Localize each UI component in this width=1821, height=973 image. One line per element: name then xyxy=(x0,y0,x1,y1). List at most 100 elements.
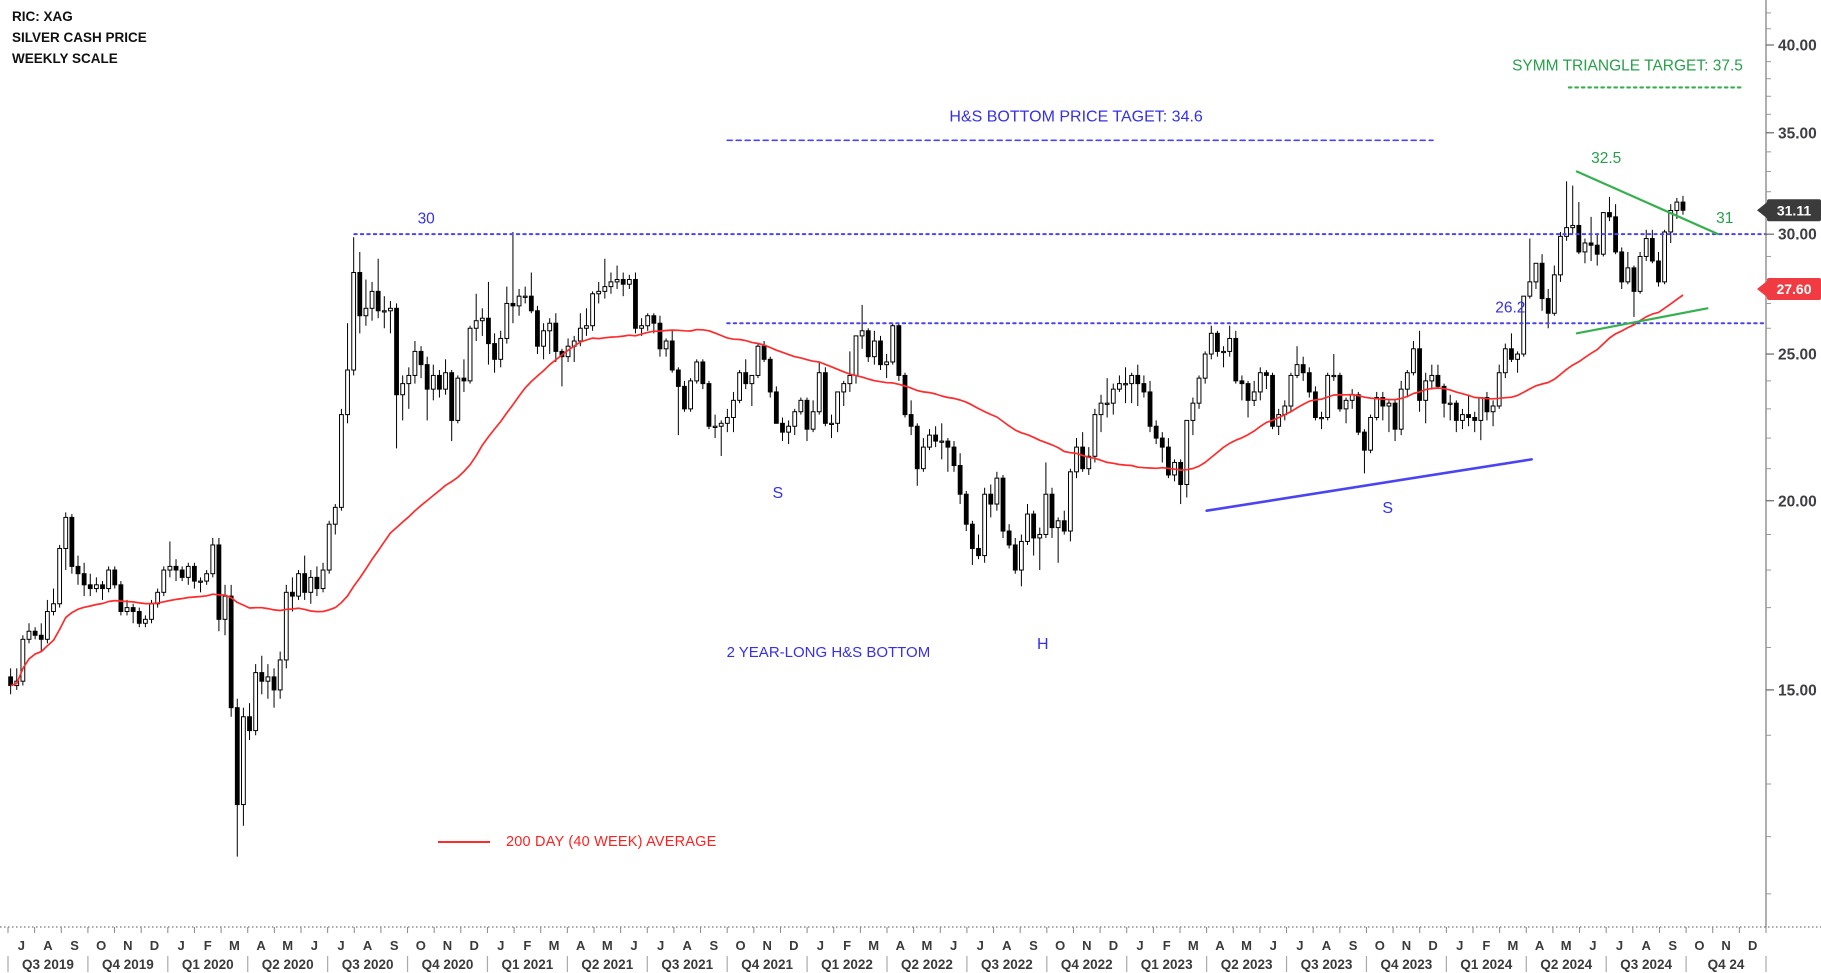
candle-down xyxy=(553,322,559,352)
x-axis-month-label: D xyxy=(1748,938,1757,953)
x-axis-month-label: S xyxy=(1029,938,1038,953)
candle-up xyxy=(737,372,742,401)
x-axis-month-label: O xyxy=(1694,938,1704,953)
candle-down xyxy=(878,340,883,366)
ma-value-badge xyxy=(1767,277,1821,300)
candle-down xyxy=(216,544,222,620)
candle-up xyxy=(577,327,583,342)
candle-down xyxy=(461,377,467,382)
candle-up xyxy=(614,279,620,283)
candle-up xyxy=(755,345,761,376)
x-axis-month-label: N xyxy=(123,938,132,953)
candle-up xyxy=(602,286,608,292)
x-axis-month-label: D xyxy=(469,938,478,953)
candle-up xyxy=(1398,388,1404,430)
candle-down xyxy=(657,322,663,350)
candle-down xyxy=(1239,380,1245,385)
neckline xyxy=(1205,458,1533,512)
candle-up xyxy=(835,391,841,424)
candle-up xyxy=(26,630,32,640)
candle-up xyxy=(596,290,602,295)
x-axis-month-label: M xyxy=(922,938,933,953)
x-axis-month-label: M xyxy=(602,938,613,953)
x-axis-quarter-label: Q3 2019 xyxy=(22,957,74,972)
candle-up xyxy=(1294,364,1300,376)
candle-up xyxy=(516,295,522,307)
chart-timeframe: WEEKLY SCALE xyxy=(12,51,118,66)
ma-value-badge-arrow xyxy=(1757,280,1767,297)
candle-down xyxy=(945,440,951,448)
y-axis-label: 30.00 xyxy=(1778,227,1817,244)
candle-up xyxy=(198,580,203,583)
x-axis-month-label: J xyxy=(1589,938,1596,953)
candle-down xyxy=(1594,244,1600,255)
y-axis-label: 15.00 xyxy=(1778,682,1817,699)
candle-up xyxy=(1570,224,1576,229)
candle-down xyxy=(1012,544,1018,571)
candle-up xyxy=(1276,414,1282,427)
candle-up xyxy=(982,493,988,557)
candle-up xyxy=(1190,402,1196,421)
candle-up xyxy=(749,374,755,385)
candle-down xyxy=(424,364,430,390)
candle-up xyxy=(339,414,344,508)
candle-down xyxy=(492,343,497,360)
candle-up xyxy=(142,618,148,624)
candle-down xyxy=(1607,212,1612,218)
candle-up xyxy=(939,440,945,443)
x-axis-quarter-label: Q4 2021 xyxy=(741,957,793,972)
candle-up xyxy=(363,307,369,317)
candle-down xyxy=(100,584,105,590)
candle-up xyxy=(1208,332,1214,355)
x-axis-month-label: F xyxy=(523,938,531,953)
candle-up xyxy=(241,716,246,806)
candle-down xyxy=(1147,391,1153,427)
candle-down xyxy=(1441,385,1447,404)
candle-up xyxy=(185,565,191,578)
candle-down xyxy=(908,414,914,427)
candle-up xyxy=(847,374,853,385)
x-axis-month-label: A xyxy=(43,938,53,953)
candle-up xyxy=(1668,209,1674,233)
candle-up xyxy=(149,603,154,620)
candle-down xyxy=(767,358,773,393)
x-axis-month-label: J xyxy=(657,938,664,953)
x-axis-quarter-label: Q3 2020 xyxy=(342,957,394,972)
x-axis-month-label: J xyxy=(1296,938,1303,953)
x-axis-quarter-label: Q1 2023 xyxy=(1141,957,1193,972)
candle-down xyxy=(1392,402,1398,430)
candle-down xyxy=(1000,477,1006,532)
candle-down xyxy=(1159,437,1165,448)
candle-down xyxy=(375,290,381,312)
candle-up xyxy=(63,516,69,549)
x-axis-month-label: A xyxy=(896,938,906,953)
candle-down xyxy=(761,345,767,360)
candle-up xyxy=(161,569,167,593)
ma-line xyxy=(10,294,1684,687)
candle-down xyxy=(271,676,277,691)
level-30-label: 30 xyxy=(418,210,436,227)
x-axis-quarter-label: Q1 2020 xyxy=(182,957,234,972)
candle-up xyxy=(1558,235,1563,276)
candle-down xyxy=(75,565,81,575)
candle-down xyxy=(437,374,442,390)
x-axis-month-label: M xyxy=(1561,938,1572,953)
candle-down xyxy=(528,295,534,312)
candle-down xyxy=(1362,431,1367,451)
candle-up xyxy=(590,293,595,327)
candle-down xyxy=(1588,242,1594,246)
x-axis-month-label: S xyxy=(1349,938,1358,953)
candle-up xyxy=(1527,281,1533,297)
x-axis-month-label: F xyxy=(1482,938,1490,953)
candle-up xyxy=(724,416,730,424)
candle-down xyxy=(1417,348,1422,401)
candle-down xyxy=(1215,332,1220,352)
candle-up xyxy=(1129,374,1135,385)
candle-up xyxy=(326,523,332,571)
candle-up xyxy=(1496,372,1502,407)
x-axis-month-label: D xyxy=(1109,938,1118,953)
candle-down xyxy=(976,547,981,557)
candle-up xyxy=(1116,383,1122,390)
candle-down xyxy=(81,573,87,586)
